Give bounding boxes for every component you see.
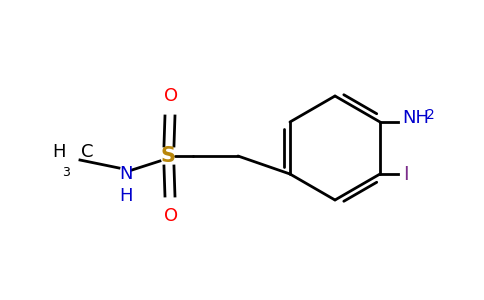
Text: C: C [81,143,93,161]
Text: N: N [119,165,133,183]
Text: 2: 2 [425,108,434,122]
Text: I: I [403,164,408,184]
Text: H: H [119,187,133,205]
Text: O: O [164,87,178,105]
Text: 3: 3 [62,166,70,179]
Text: O: O [164,207,178,225]
Text: NH: NH [402,109,429,127]
Text: H: H [52,143,66,161]
Text: S: S [161,146,176,166]
